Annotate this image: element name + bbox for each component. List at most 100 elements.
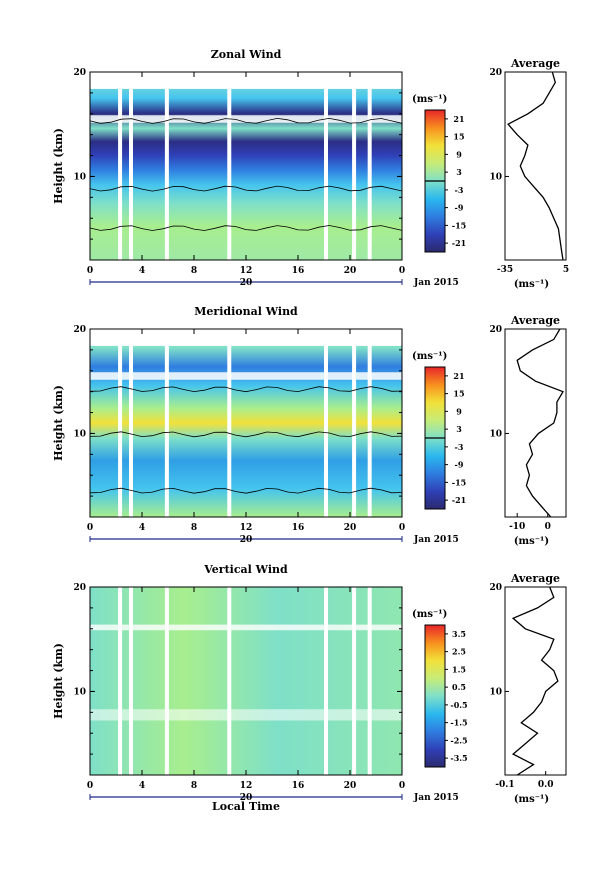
colorbar-tick-label: 0.5	[452, 682, 466, 692]
missing-data-column	[118, 329, 123, 517]
colorbar-tick-label: -3	[455, 442, 464, 452]
missing-data-column	[324, 587, 328, 775]
profile-x-tick-label: -10	[509, 522, 525, 532]
missing-data-column	[164, 587, 169, 775]
colorbar-tick-label: 2.5	[452, 647, 466, 657]
panel-3: Vertical Wind 10 20 Height (km) 0 4 8 12 16 20 0 20…	[52, 563, 567, 813]
missing-data-band	[90, 709, 402, 721]
missing-data-column	[367, 587, 372, 775]
missing-data-band	[90, 115, 402, 123]
x-tick-label: 16	[292, 781, 305, 791]
day-label: 20	[240, 278, 253, 288]
profile-x-tick-label: 5	[563, 265, 569, 275]
x-tick-label: 12	[240, 523, 253, 533]
profile-y-tick-label: 20	[489, 583, 502, 593]
profile-y-tick-label: 10	[489, 687, 502, 697]
missing-data-column	[129, 72, 133, 260]
missing-data-column	[129, 587, 133, 775]
panel-title: Zonal Wind	[211, 48, 282, 61]
colorbar-unit: (ms⁻¹)	[412, 94, 447, 105]
colorbar	[424, 624, 446, 768]
colorbar-tick-label: -21	[452, 238, 466, 248]
colorbar-tick-label: 21	[453, 114, 464, 124]
profile-y-tick-label: 10	[489, 429, 502, 439]
contour-line	[89, 225, 403, 231]
colorbar-tick-label: 3	[456, 424, 462, 434]
colorbar-tick-label: 15	[453, 132, 464, 142]
missing-data-column	[324, 72, 328, 260]
x-tick-label: 4	[139, 266, 145, 276]
colorbar-tick-label: 21	[453, 371, 464, 381]
x-tick-label: 20	[344, 781, 357, 791]
missing-data-column	[129, 329, 133, 517]
colorbar-tick-label: 9	[456, 149, 462, 159]
x-tick-label: 0	[87, 266, 93, 276]
x-tick-label: 4	[139, 781, 145, 791]
colorbar-tick-label: 15	[453, 389, 464, 399]
y-tick-label: 20	[73, 68, 86, 78]
colorbar-tick-label: -3.5	[450, 753, 467, 763]
panel-2: Meridional Wind 10 20 Height (km) 0 4 8 12 16 20 0…	[52, 305, 567, 547]
profile-line	[516, 328, 564, 518]
missing-data-column	[352, 72, 357, 260]
profile-x-tick-label: -35	[497, 265, 513, 275]
colorbar-tick-label: -21	[452, 495, 466, 505]
contour-line	[89, 185, 403, 192]
missing-data-column	[227, 329, 232, 517]
missing-data-column	[367, 72, 372, 260]
panel-title: Vertical Wind	[203, 563, 288, 576]
profile-y-tick-label: 20	[489, 325, 502, 335]
missing-data-band	[90, 624, 402, 631]
x-tick-label: 0	[87, 781, 93, 791]
date-label: Jan 2015	[413, 278, 459, 288]
colorbar-unit: (ms⁻¹)	[412, 609, 447, 620]
profile-line	[511, 586, 559, 776]
missing-data-column	[118, 72, 123, 260]
profile-frame	[504, 71, 567, 261]
colorbar-tick-label: 9	[456, 406, 462, 416]
heatmap-field	[90, 587, 402, 775]
date-label: Jan 2015	[413, 535, 459, 545]
contour-line	[89, 386, 403, 393]
colorbar-tick-label: -15	[452, 220, 466, 230]
x-tick-label: 16	[292, 266, 305, 276]
profile-y-tick-label: 10	[489, 172, 502, 182]
missing-data-column	[164, 329, 169, 517]
x-tick-label: 0	[399, 781, 405, 791]
x-tick-label: 20	[344, 523, 357, 533]
profile-unit: (ms⁻¹)	[514, 279, 549, 290]
heatmap-field	[90, 329, 402, 517]
x-axis-label: Local Time	[212, 800, 280, 813]
y-tick-label: 10	[73, 429, 86, 439]
x-tick-label: 8	[191, 266, 197, 276]
colorbar-tick-label: -9	[455, 460, 464, 470]
panel-1: Zonal Wind 10 20 Height (km) 0 4 8 12 16 20 0 20 Jan…	[52, 48, 569, 290]
profile-title: Average	[510, 57, 560, 70]
colorbar-tick-label: -15	[452, 477, 466, 487]
colorbar-tick-label: -0.5	[450, 700, 467, 710]
y-axis-label: Height (km)	[52, 643, 65, 719]
missing-data-column	[367, 329, 372, 517]
profile-title: Average	[510, 314, 560, 327]
missing-data-column	[118, 587, 123, 775]
colorbar-tick-label: -9	[455, 203, 464, 213]
y-tick-label: 10	[73, 687, 86, 697]
day-label: 20	[240, 535, 253, 545]
missing-data-column	[164, 72, 169, 260]
missing-data-column	[227, 72, 232, 260]
y-axis-label: Height (km)	[52, 385, 65, 461]
profile-title: Average	[510, 572, 560, 585]
profile-line	[507, 71, 564, 261]
day-label: 20	[240, 793, 253, 803]
colorbar-tick-label: 3	[456, 167, 462, 177]
x-tick-label: 0	[399, 266, 405, 276]
colorbar-unit: (ms⁻¹)	[412, 351, 447, 362]
profile-x-tick-label: -0.1	[495, 780, 514, 790]
panel-title: Meridional Wind	[194, 305, 298, 318]
y-tick-label: 20	[73, 325, 86, 335]
missing-data-column	[227, 587, 232, 775]
date-label: Jan 2015	[413, 793, 459, 803]
x-tick-label: 4	[139, 523, 145, 533]
x-tick-label: 20	[344, 266, 357, 276]
